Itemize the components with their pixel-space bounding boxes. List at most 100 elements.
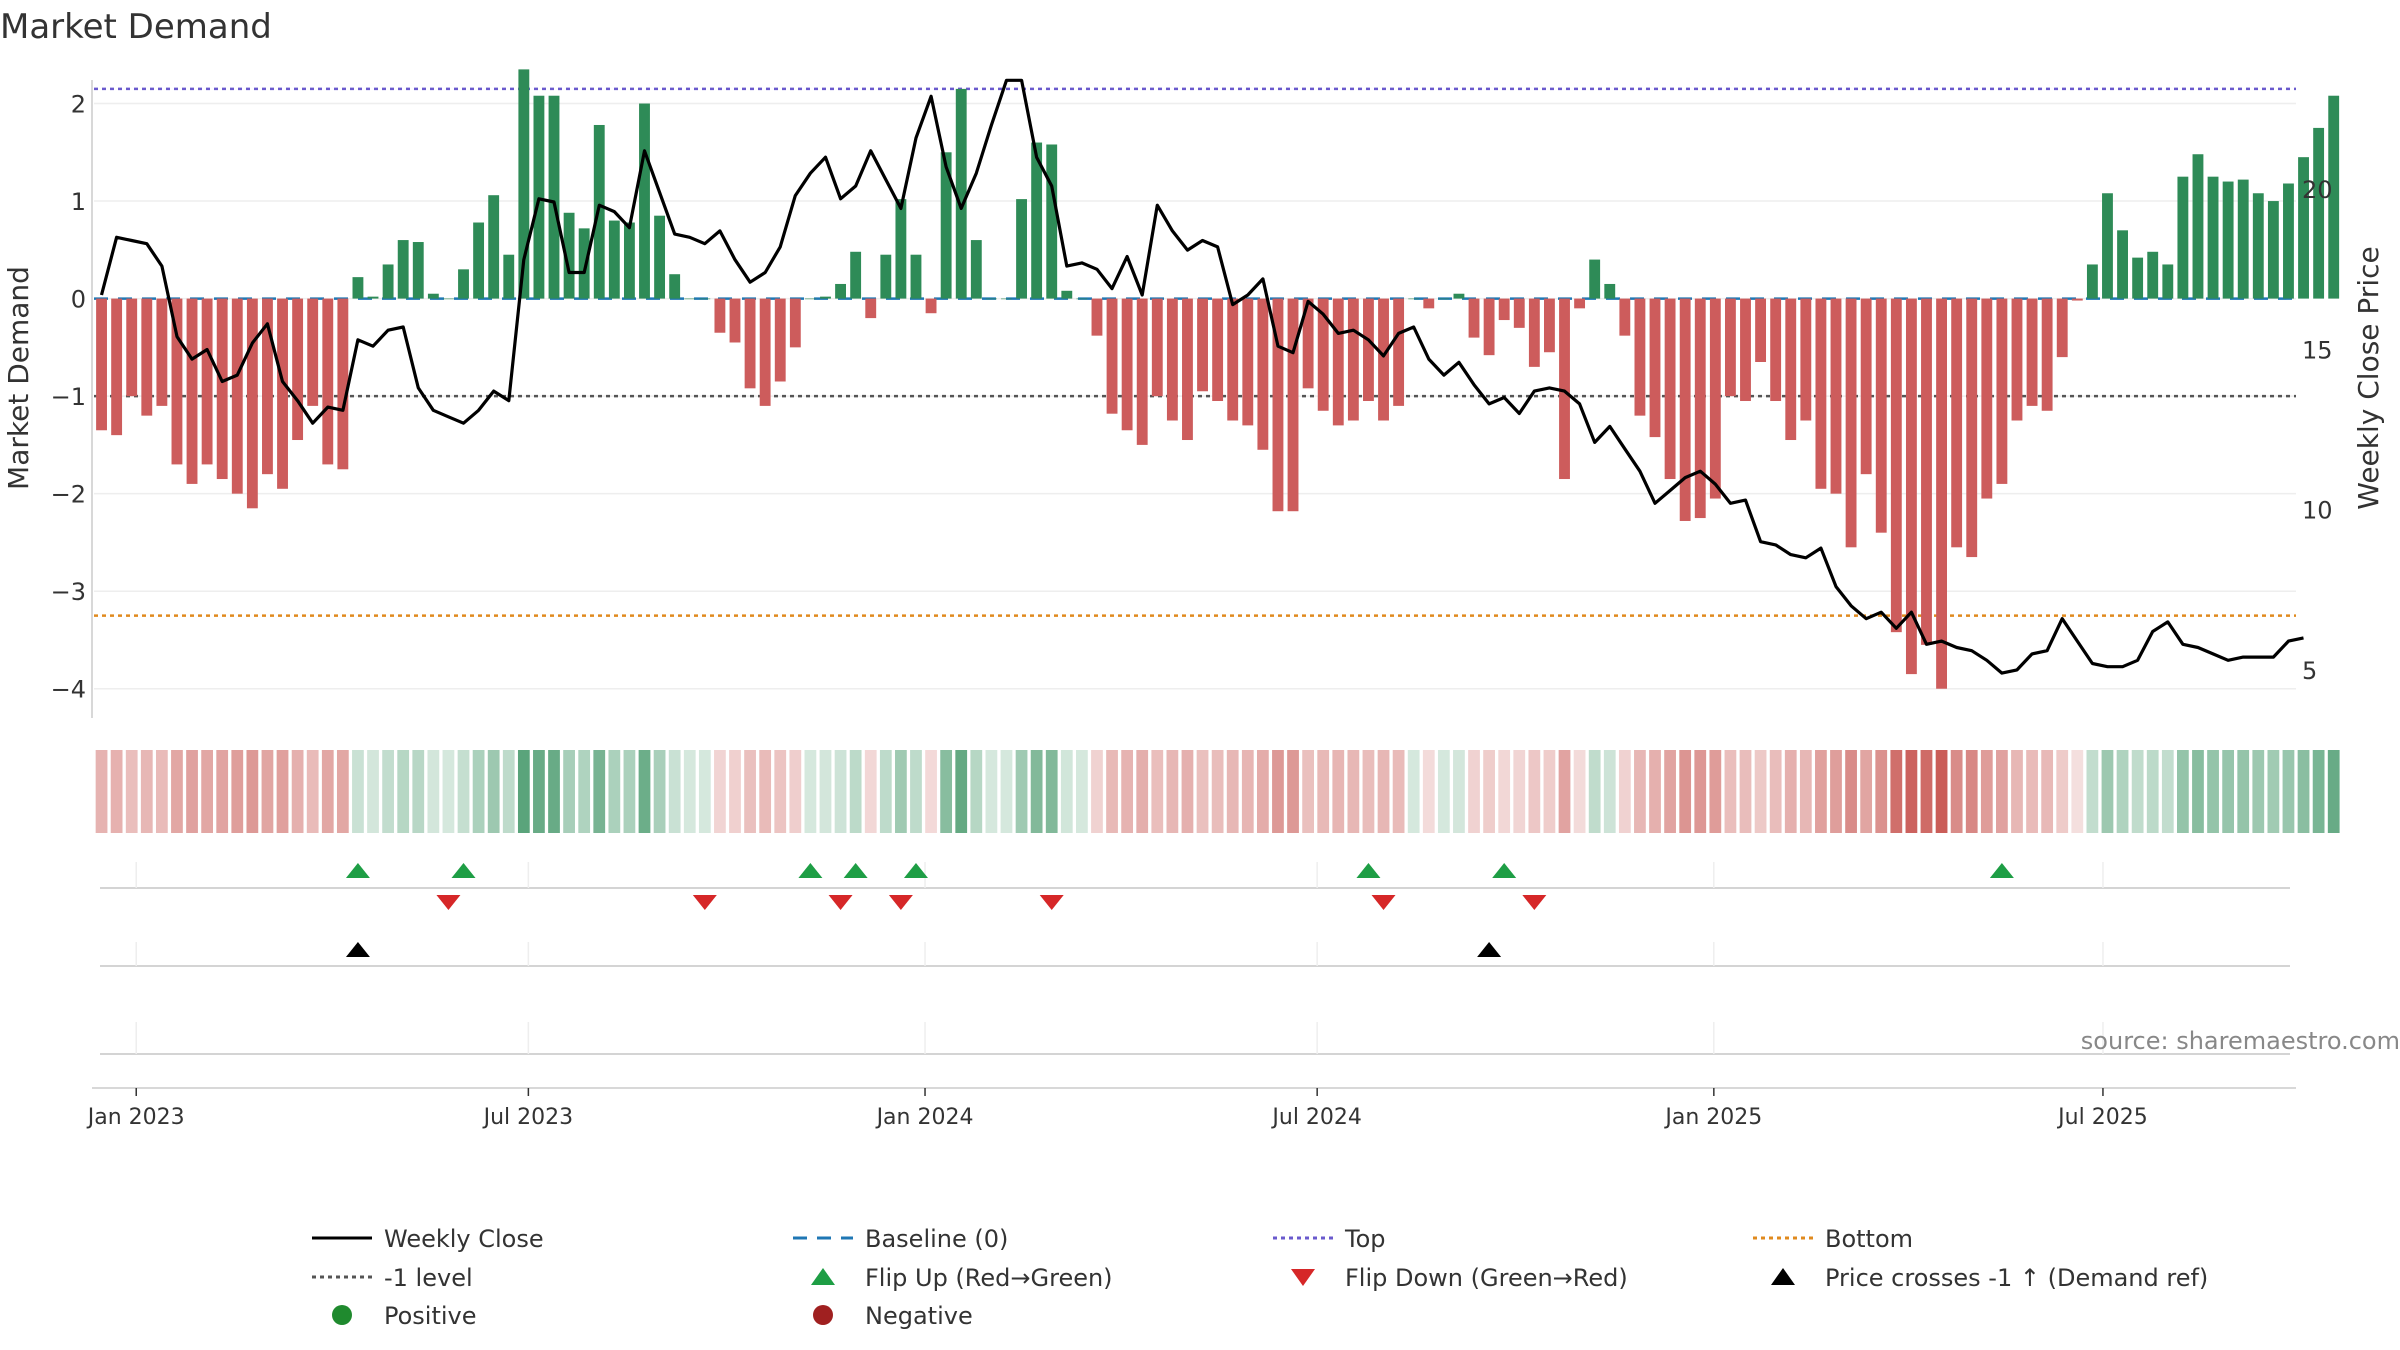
legend-label: Bottom	[1825, 1225, 1913, 1253]
demand-bar	[1604, 283, 1616, 299]
legend-label: Price crosses -1 ↑ (Demand ref)	[1825, 1264, 2208, 1292]
demand-bar	[2071, 298, 2083, 301]
heat-cell	[2222, 750, 2235, 833]
heat-cell	[2312, 750, 2325, 833]
demand-bar	[985, 298, 997, 300]
heat-cell	[744, 750, 756, 833]
heat-cell	[714, 750, 726, 833]
left-tick-label: 2	[71, 91, 86, 119]
heat-cell	[171, 750, 183, 833]
heat-cell	[533, 750, 545, 833]
demand-bar	[2147, 251, 2159, 299]
heat-cell	[2297, 750, 2310, 833]
demand-bar	[201, 298, 213, 465]
heat-cell	[306, 750, 319, 833]
demand-bar	[2026, 298, 2038, 406]
heat-cell	[925, 750, 937, 833]
flip-up-marker	[1492, 863, 1517, 878]
demand-bar	[292, 298, 304, 441]
heat-cell	[1060, 750, 1073, 833]
heat-cell	[186, 750, 198, 833]
heat-cell	[1588, 750, 1601, 833]
heat-cell	[1769, 750, 1782, 833]
flip-down-marker	[828, 895, 853, 910]
demand-bar	[1197, 298, 1208, 392]
demand-bar	[1363, 298, 1374, 402]
demand-bar	[1724, 298, 1736, 397]
demand-bar	[1966, 298, 1978, 558]
demand-bar	[1559, 298, 1570, 480]
demand-bar	[1679, 298, 1691, 521]
heat-cell	[2252, 750, 2265, 833]
heat-cell	[1483, 750, 1495, 833]
legend-swatch	[813, 1305, 833, 1325]
heat-cell	[1211, 750, 1224, 833]
demand-bar	[759, 298, 771, 406]
demand-bar	[1770, 298, 1782, 402]
demand-bar	[865, 298, 877, 319]
demand-bar	[2011, 298, 2023, 421]
demand-bar	[1423, 298, 1435, 309]
demand-bar	[955, 88, 967, 299]
demand-bar	[2192, 154, 2204, 299]
demand-bar	[533, 95, 545, 299]
heat-cell	[2101, 750, 2114, 833]
heat-cell	[2207, 750, 2219, 833]
heat-cell	[1875, 750, 1888, 833]
demand-bar	[1996, 298, 2008, 484]
demand-bar	[1785, 298, 1797, 441]
heat-cell	[623, 750, 636, 833]
left-tick-label: −1	[51, 383, 86, 411]
demand-bar	[1619, 298, 1631, 336]
heat-cell	[1076, 750, 1088, 833]
right-tick-label: 5	[2302, 657, 2317, 685]
flip-up-marker	[345, 863, 370, 878]
demand-heat-strip	[95, 750, 2340, 833]
heat-cell	[246, 750, 259, 833]
demand-bar	[503, 254, 515, 299]
heat-cell	[1996, 750, 2008, 833]
reference-lines	[94, 87, 2296, 617]
demand-bar	[1740, 298, 1751, 402]
demand-bar	[246, 298, 258, 509]
demand-bar	[412, 242, 424, 299]
heat-cell	[1980, 750, 1993, 833]
heat-cell	[668, 750, 681, 833]
left-tick-label: −3	[51, 578, 86, 606]
heat-cell	[1226, 750, 1239, 833]
demand-bar	[789, 298, 801, 348]
source-credit: source: sharemaestro.com	[2081, 1027, 2400, 1055]
price-cross-marker	[1477, 942, 1502, 957]
heat-cell	[1573, 750, 1586, 833]
heat-cell	[638, 750, 651, 833]
heat-cell	[502, 750, 515, 833]
heat-cell	[2041, 750, 2054, 833]
left-tick-label: 0	[71, 286, 86, 314]
heat-cell	[1000, 750, 1013, 833]
demand-bar	[2328, 95, 2340, 299]
demand-bar	[156, 298, 168, 406]
heat-cell	[1181, 750, 1194, 833]
heat-cell	[1241, 750, 1254, 833]
heat-cell	[1045, 750, 1058, 833]
demand-bar	[669, 274, 681, 299]
demand-bar	[1121, 298, 1133, 431]
heat-cell	[578, 750, 591, 833]
heat-cell	[125, 750, 138, 833]
heat-cell	[2056, 750, 2069, 833]
heat-cell	[1392, 750, 1405, 833]
demand-bar	[1664, 298, 1676, 480]
heat-cell	[336, 750, 349, 833]
heat-cell	[1935, 750, 1948, 833]
heat-cell	[1272, 750, 1284, 833]
heat-cell	[2267, 750, 2280, 833]
demand-bar	[1589, 259, 1601, 299]
demand-bar	[1694, 298, 1706, 519]
demand-bar	[1845, 298, 1857, 548]
demand-bar	[1483, 298, 1495, 356]
heat-cell	[548, 750, 560, 833]
demand-bar	[1166, 298, 1178, 421]
heat-cell	[1679, 750, 1692, 833]
demand-bar	[1936, 298, 1947, 689]
legend-label: Negative	[865, 1302, 973, 1330]
